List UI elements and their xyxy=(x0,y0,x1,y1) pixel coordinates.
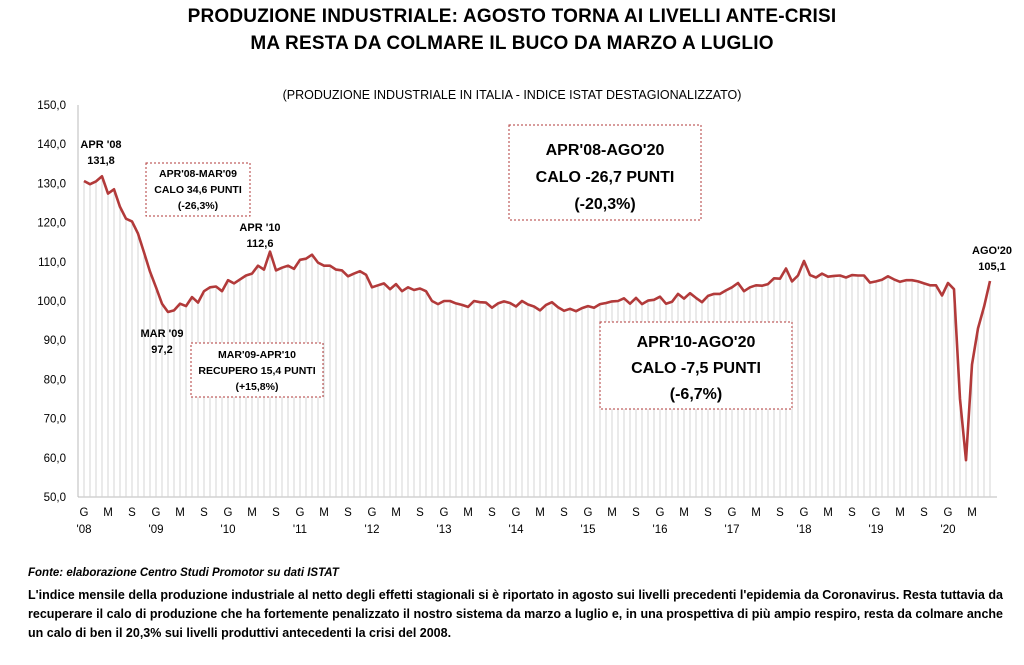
annotation-apr10-label: APR '10 xyxy=(239,222,280,234)
x-tick-month-label: G xyxy=(224,507,233,519)
x-tick-month-label: M xyxy=(391,507,401,519)
x-tick-month-label: M xyxy=(535,507,545,519)
svg-text:(+15,8%): (+15,8%) xyxy=(236,381,279,393)
y-tick-label: 50,0 xyxy=(44,492,66,504)
x-tick-month-label: S xyxy=(632,507,640,519)
x-tick-month-label: S xyxy=(200,507,208,519)
annotation-box-apr08-mar09: APR'08-MAR'09 CALO 34,6 PUNTI (-26,3%) xyxy=(145,162,251,217)
annotation-box-apr10-ago20: APR'10-AGO'20 CALO -7,5 PUNTI (-6,7%) xyxy=(599,321,793,410)
annotation-box-apr08-ago20: APR'08-AGO'20 CALO -26,7 PUNTI (-20,3%) xyxy=(508,124,702,221)
x-tick-month-label: G xyxy=(584,507,593,519)
annotation-apr08-value: 131,8 xyxy=(87,155,115,167)
annotation-mar09-value: 97,2 xyxy=(151,344,172,356)
x-tick-month-label: M xyxy=(895,507,905,519)
x-tick-month-label: S xyxy=(344,507,352,519)
x-tick-year-label: '08 xyxy=(77,524,92,536)
x-tick-month-label: G xyxy=(656,507,665,519)
y-tick-label: 150,0 xyxy=(37,100,66,112)
annotation-ago20-value: 105,1 xyxy=(978,261,1006,273)
x-tick-month-label: G xyxy=(944,507,953,519)
svg-text:CALO 34,6 PUNTI: CALO 34,6 PUNTI xyxy=(154,184,242,196)
x-ticks-group: G '08 M S G '09 M S G '10 M S G '11 M S G '12 M S G '13 M S G '14… xyxy=(77,507,977,536)
x-tick-year-label: '12 xyxy=(365,524,380,536)
x-tick-year-label: '20 xyxy=(941,524,956,536)
x-tick-month-label: S xyxy=(128,507,136,519)
x-tick-year-label: '15 xyxy=(581,524,596,536)
x-tick-year-label: '19 xyxy=(869,524,884,536)
x-tick-month-label: G xyxy=(296,507,305,519)
x-tick-month-label: S xyxy=(272,507,280,519)
x-tick-year-label: '13 xyxy=(437,524,452,536)
y-tick-label: 130,0 xyxy=(37,178,66,190)
x-tick-month-label: M xyxy=(319,507,329,519)
production-index-chart: 50,0 60,0 70,0 80,0 90,0 100,0 110,0 120,0 130,0… xyxy=(37,100,1012,536)
x-tick-month-label: G xyxy=(512,507,521,519)
svg-text:APR'10-AGO'20: APR'10-AGO'20 xyxy=(637,334,756,351)
x-tick-month-label: S xyxy=(848,507,856,519)
x-tick-month-label: M xyxy=(103,507,113,519)
x-tick-month-label: S xyxy=(560,507,568,519)
y-tick-label: 140,0 xyxy=(37,139,66,151)
series-line xyxy=(83,175,992,462)
chart-title-line-2: MA RESTA DA COLMARE IL BUCO DA MARZO A L… xyxy=(250,33,774,54)
bars-group xyxy=(83,176,991,497)
svg-text:APR'08-MAR'09: APR'08-MAR'09 xyxy=(159,168,237,180)
svg-text:APR'08-AGO'20: APR'08-AGO'20 xyxy=(546,142,665,159)
x-tick-month-label: M xyxy=(823,507,833,519)
x-tick-year-label: '18 xyxy=(797,524,812,536)
x-tick-month-label: M xyxy=(175,507,185,519)
svg-text:(-26,3%): (-26,3%) xyxy=(178,200,218,212)
x-tick-month-label: M xyxy=(679,507,689,519)
chart-subtitle: (PRODUZIONE INDUSTRIALE IN ITALIA - INDI… xyxy=(282,88,742,102)
svg-text:CALO -7,5 PUNTI: CALO -7,5 PUNTI xyxy=(631,360,761,377)
description-text: L'indice mensile della produzione indust… xyxy=(28,588,1003,640)
x-tick-month-label: M xyxy=(967,507,977,519)
y-tick-label: 70,0 xyxy=(44,414,66,426)
svg-text:(-20,3%): (-20,3%) xyxy=(574,196,635,213)
x-tick-month-label: S xyxy=(488,507,496,519)
x-tick-month-label: M xyxy=(463,507,473,519)
y-tick-label: 90,0 xyxy=(44,335,66,347)
x-tick-month-label: G xyxy=(728,507,737,519)
x-tick-month-label: G xyxy=(368,507,377,519)
x-tick-month-label: G xyxy=(872,507,881,519)
x-tick-month-label: S xyxy=(776,507,784,519)
annotation-mar09-label: MAR '09 xyxy=(141,328,184,340)
source-note: Fonte: elaborazione Centro Studi Promoto… xyxy=(28,567,339,579)
chart-title-line-1: PRODUZIONE INDUSTRIALE: AGOSTO TORNA AI … xyxy=(187,6,837,27)
x-tick-year-label: '17 xyxy=(725,524,740,536)
y-ticks-group: 50,0 60,0 70,0 80,0 90,0 100,0 110,0 120,0 130,0… xyxy=(37,100,66,504)
x-tick-month-label: S xyxy=(920,507,928,519)
x-tick-year-label: '16 xyxy=(653,524,668,536)
annotation-ago20-label: AGO'20 xyxy=(972,245,1012,257)
x-tick-year-label: '10 xyxy=(221,524,236,536)
x-tick-month-label: G xyxy=(80,507,89,519)
y-tick-label: 110,0 xyxy=(38,257,66,269)
x-tick-month-label: M xyxy=(607,507,617,519)
x-tick-month-label: G xyxy=(800,507,809,519)
svg-text:MAR'09-APR'10: MAR'09-APR'10 xyxy=(218,349,296,361)
y-tick-label: 100,0 xyxy=(37,296,66,308)
svg-text:(-6,7%): (-6,7%) xyxy=(670,386,722,403)
annotation-box-mar09-apr10: MAR'09-APR'10 RECUPERO 15,4 PUNTI (+15,8… xyxy=(190,342,324,398)
annotation-apr08-label: APR '08 xyxy=(80,139,121,151)
x-tick-year-label: '14 xyxy=(509,524,525,536)
svg-text:CALO -26,7 PUNTI: CALO -26,7 PUNTI xyxy=(536,169,675,186)
y-tick-label: 80,0 xyxy=(44,374,66,386)
x-tick-year-label: '09 xyxy=(149,524,164,536)
svg-text:RECUPERO 15,4 PUNTI: RECUPERO 15,4 PUNTI xyxy=(198,365,315,377)
x-tick-month-label: M xyxy=(247,507,257,519)
x-tick-month-label: M xyxy=(751,507,761,519)
x-tick-year-label: '11 xyxy=(293,524,307,536)
y-tick-label: 120,0 xyxy=(37,218,66,230)
annotation-apr10-value: 112,6 xyxy=(247,238,274,250)
y-tick-label: 60,0 xyxy=(44,453,66,465)
x-tick-month-label: S xyxy=(416,507,424,519)
x-tick-month-label: G xyxy=(440,507,449,519)
x-tick-month-label: S xyxy=(704,507,712,519)
x-tick-month-label: G xyxy=(152,507,161,519)
